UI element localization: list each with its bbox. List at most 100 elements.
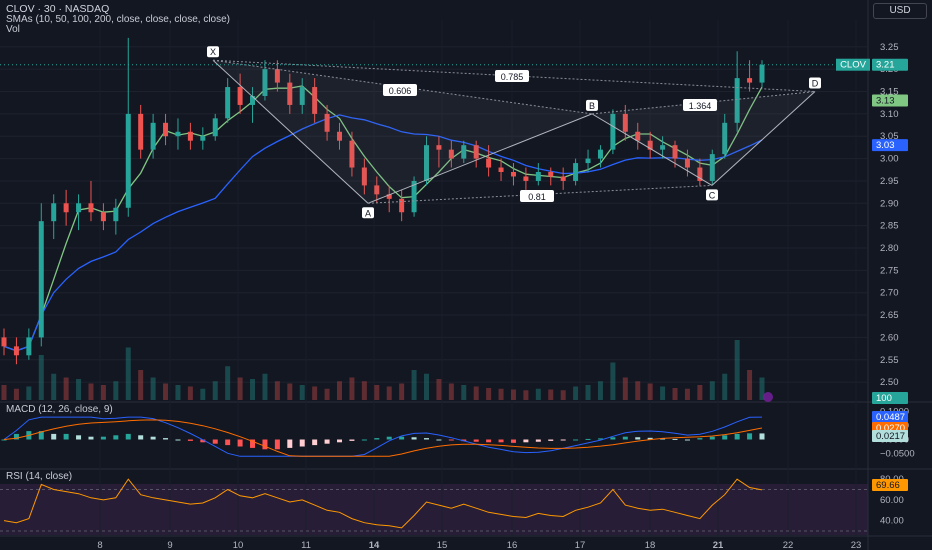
price-tick-label: 2.90 (880, 198, 899, 209)
pattern-triangle-xab (213, 60, 592, 204)
candle (361, 158, 367, 195)
candle-body (635, 131, 641, 141)
candle (1, 328, 7, 356)
pattern-ratio-label: 1.364 (689, 101, 712, 111)
pattern-ratio-label: 0.606 (389, 86, 412, 96)
pattern-point-label: B (589, 101, 595, 111)
time-tick-label: 10 (233, 540, 244, 550)
candle-body (125, 113, 131, 208)
price-tick-label: 3.15 (880, 87, 899, 98)
macd-histogram-bar (399, 436, 405, 440)
candle-body (697, 167, 703, 181)
candle (684, 149, 690, 177)
price-tag: CLOV 3.21 (836, 58, 908, 71)
candle-body (324, 113, 330, 132)
pattern-leg (367, 113, 593, 204)
price-tag-value: 3.21 (876, 60, 895, 71)
candle-body (747, 78, 753, 83)
macd-histogram-bar (361, 439, 367, 441)
macd-histogram-bar (51, 433, 57, 440)
candle-body (647, 140, 653, 150)
volume-bar (660, 386, 666, 400)
macd-histogram-bar (597, 438, 603, 440)
sma-50-line (3, 114, 763, 352)
price-tick-label: 2.75 (880, 265, 899, 276)
price-tick-label: 2.80 (880, 243, 899, 254)
candle-body (660, 145, 666, 150)
macd-histogram-bar (262, 439, 268, 450)
candle-body (585, 158, 591, 164)
price-tag-symbol-box (836, 58, 870, 71)
price-tag-value: 69.66 (876, 480, 900, 491)
candle (660, 136, 666, 159)
volume-bar (225, 366, 231, 400)
pattern-ratio-box (520, 190, 554, 202)
macd-histogram-bar (436, 439, 442, 441)
candle-body (498, 167, 504, 172)
price-tick-label: 2.70 (880, 288, 899, 299)
pattern-point-label: X (210, 47, 216, 57)
macd-histogram-bar (225, 439, 231, 446)
macd-histogram-bar (411, 437, 417, 440)
price-tag-value: 0.0487 (876, 412, 905, 423)
price-tick-label: 3.10 (880, 109, 899, 120)
time-tick-label: 8 (97, 540, 102, 550)
candle (225, 78, 231, 123)
candle (212, 113, 218, 141)
price-tick-label: 2.60 (880, 332, 899, 343)
candle (473, 140, 479, 168)
candle (436, 136, 442, 168)
candle-body (187, 131, 193, 141)
pattern-ratio-label: 0.81 (528, 192, 546, 202)
macd-histogram-bar (548, 439, 554, 441)
volume-bar (461, 385, 467, 400)
candle (759, 60, 765, 88)
volume-bar (399, 383, 405, 400)
candle (585, 149, 591, 172)
candle-body (262, 69, 268, 96)
pattern-point-label: A (365, 208, 371, 218)
candle (250, 87, 256, 123)
volume-bar (411, 370, 417, 400)
candle-body (486, 158, 492, 168)
macd-tick-label: −0.0500 (880, 449, 915, 460)
symbol-legend: CLOV · 30 · NASDAQ (6, 3, 110, 15)
candle (337, 122, 343, 150)
candle (299, 78, 305, 114)
pattern-point-box (586, 99, 598, 111)
candle-body (13, 346, 19, 356)
candle (647, 131, 653, 159)
price-tick-label: 2.55 (880, 355, 899, 366)
time-tick-label: 18 (645, 540, 656, 550)
volume-bar (51, 373, 57, 400)
pattern-ratio-box (383, 84, 417, 96)
currency-button[interactable]: USD (873, 3, 927, 19)
candle-body (237, 87, 243, 105)
volume-bar (560, 390, 566, 400)
candle (26, 328, 32, 360)
price-tag-value: 100 (876, 393, 892, 404)
candle (423, 136, 429, 186)
candle-body (411, 180, 417, 213)
candle (88, 180, 94, 222)
candle-body (38, 221, 44, 338)
macd-histogram-bar (175, 439, 181, 441)
price-tick-label: 2.65 (880, 310, 899, 321)
macd-histogram-bar (535, 439, 541, 442)
time-tick-label: 17 (575, 540, 586, 550)
volume-bar (212, 381, 218, 400)
volume-bar (76, 379, 82, 400)
candle-body (374, 185, 380, 195)
candle-body (250, 96, 256, 105)
pattern-leg (591, 113, 713, 186)
macd-histogram-bar (610, 437, 616, 440)
candle (349, 131, 355, 177)
macd-histogram-bar (150, 436, 156, 440)
macd-signal-line (3, 419, 763, 457)
candle (175, 118, 181, 150)
rsi-legend: RSI (14, close) (6, 471, 73, 482)
candle-body (163, 122, 169, 137)
volume-bar (113, 381, 119, 400)
candle-body (473, 145, 479, 159)
